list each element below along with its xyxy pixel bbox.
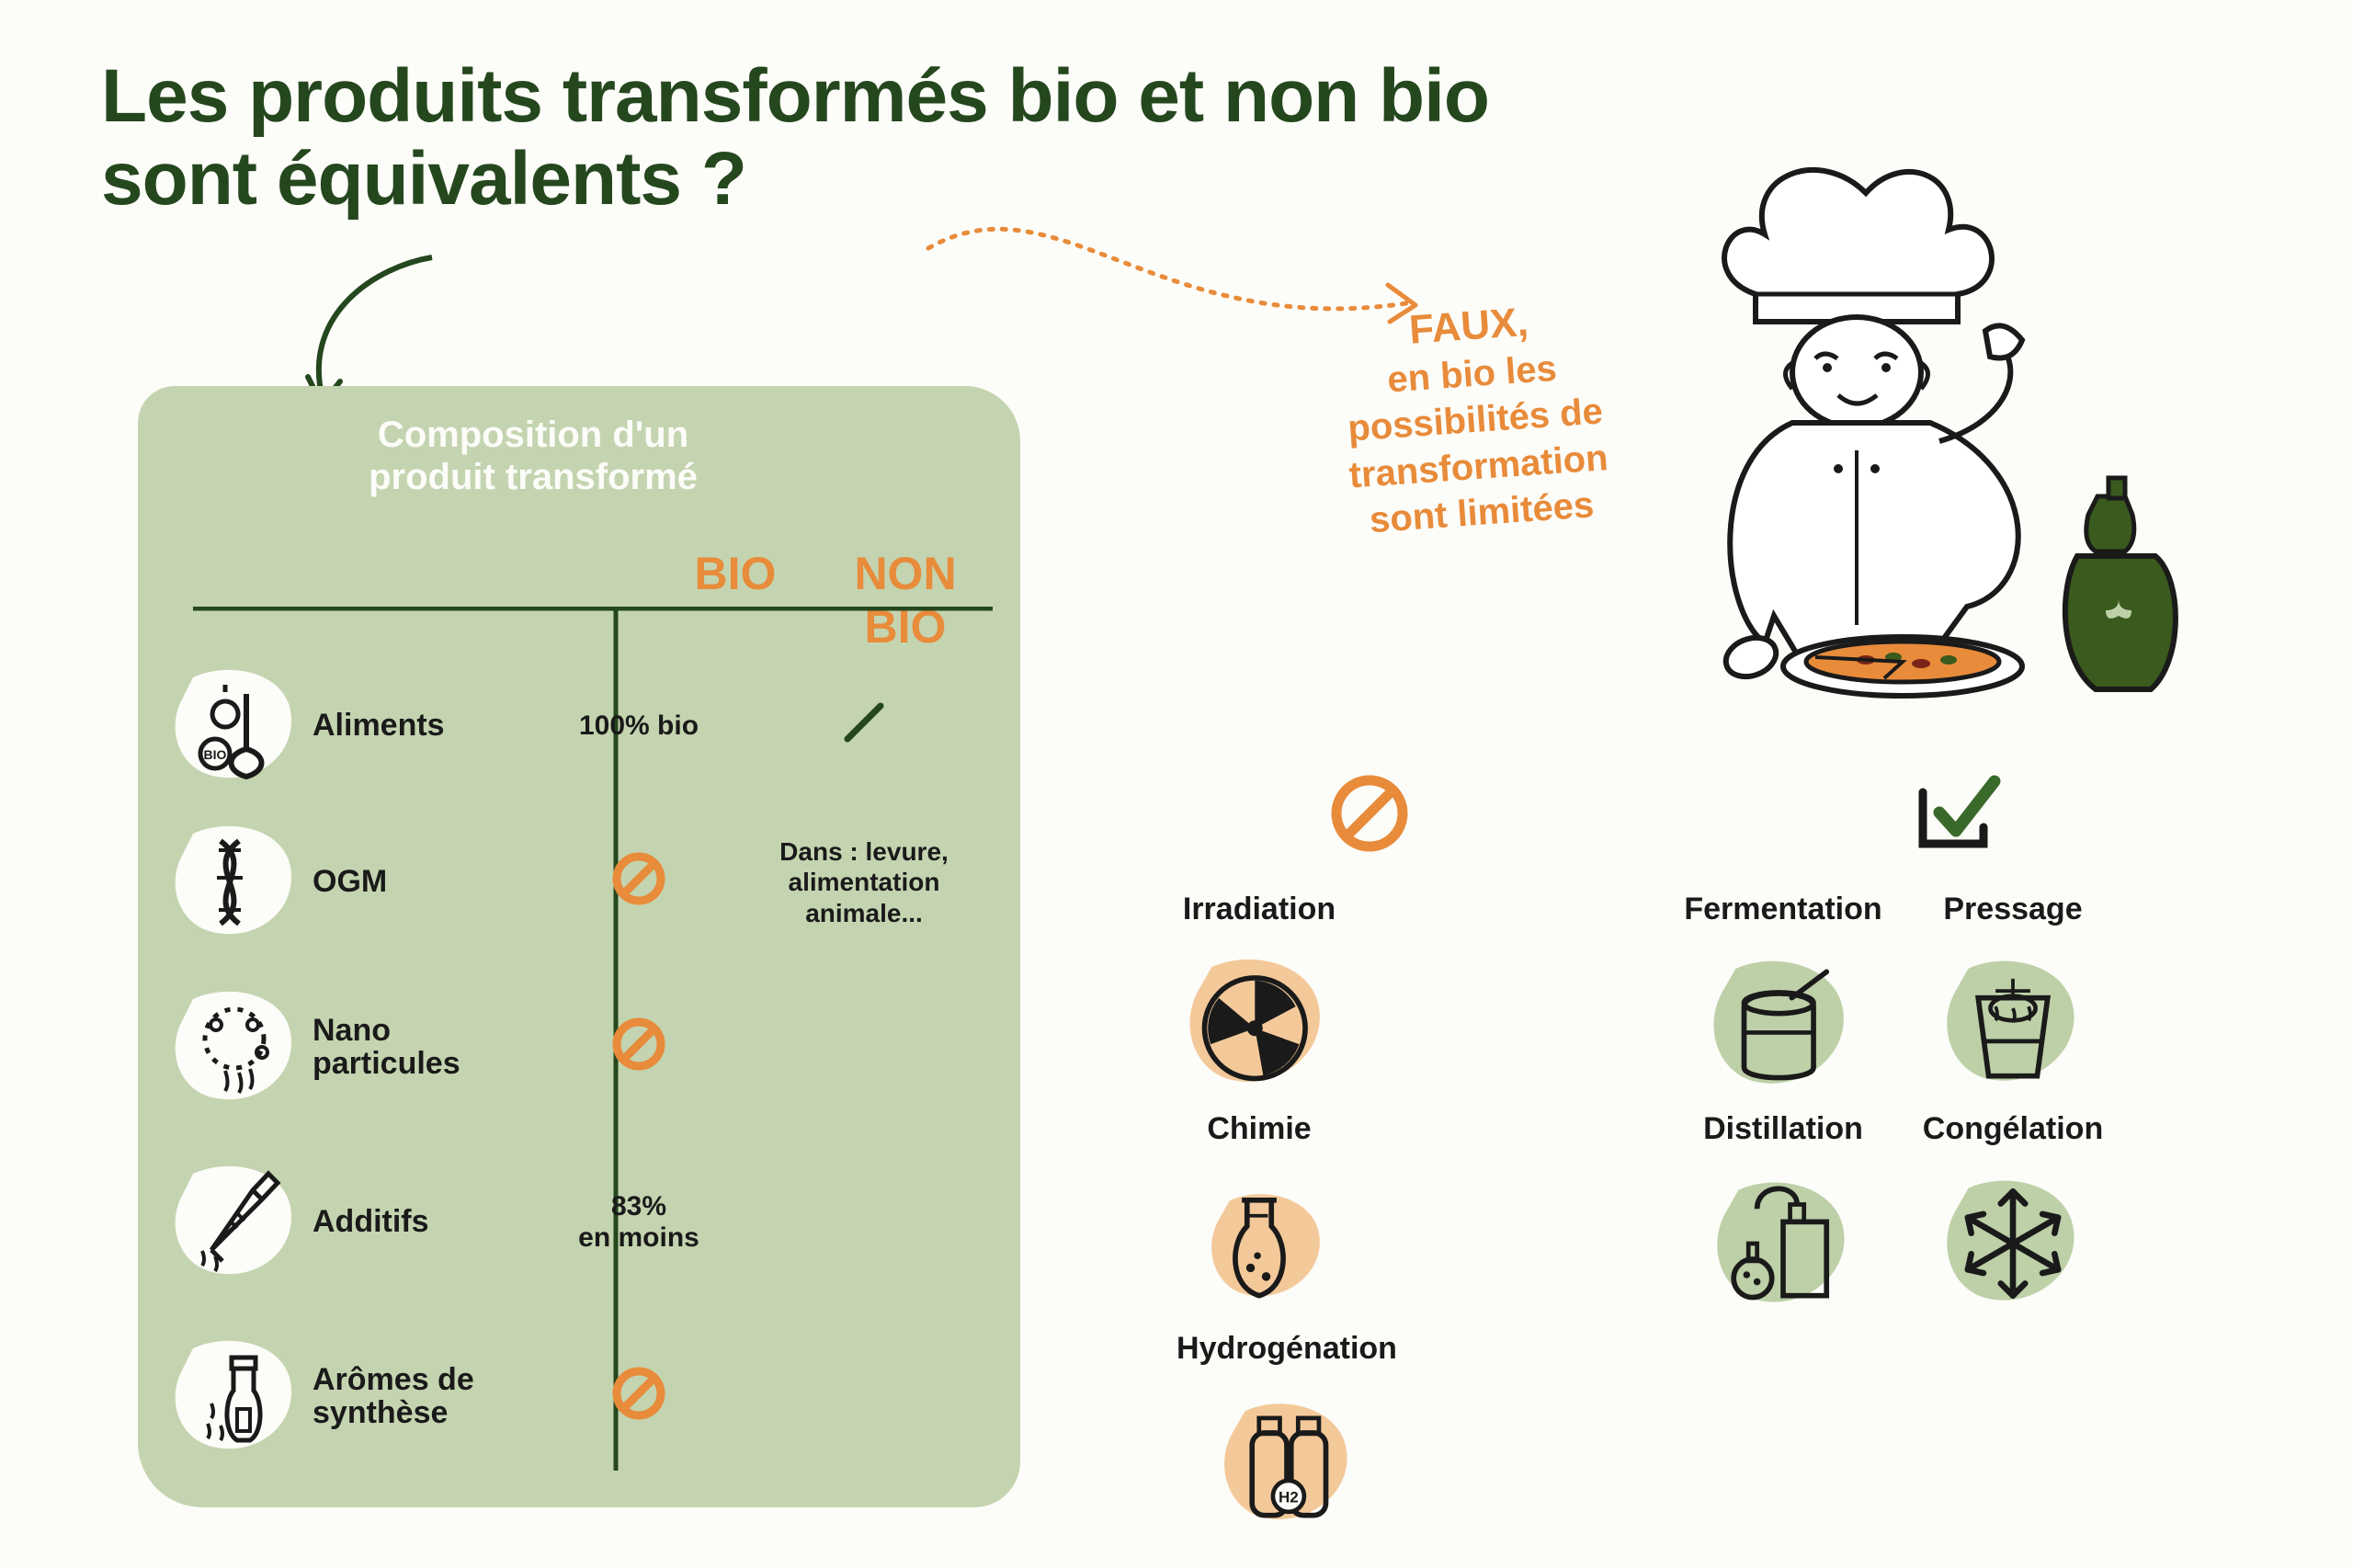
prohibit-icon bbox=[610, 1365, 667, 1422]
process-item: Chimie bbox=[1149, 1111, 1370, 1322]
cell-bio bbox=[524, 1365, 754, 1430]
process-label: Fermentation bbox=[1684, 892, 1881, 927]
slash-icon bbox=[842, 700, 886, 744]
process-label: Pressage bbox=[1943, 892, 2082, 927]
row-label: Arômes de synthèse bbox=[313, 1364, 524, 1429]
irradiation-icon bbox=[1181, 946, 1337, 1102]
row-label: Additifs bbox=[313, 1206, 524, 1239]
fermentation-icon bbox=[1705, 946, 1861, 1102]
row-icon bbox=[175, 988, 303, 1108]
table-row: BIO Aliments100% bio bbox=[175, 653, 1002, 800]
table-row: Nano particules bbox=[175, 974, 1002, 1121]
row-icon bbox=[175, 823, 303, 942]
distillation-icon bbox=[1705, 1165, 1861, 1322]
check-icon bbox=[1912, 772, 2004, 855]
hydrogénation-icon: H2 bbox=[1209, 1385, 1365, 1541]
cell-nonbio bbox=[754, 700, 974, 752]
process-item: Fermentation bbox=[1673, 892, 1893, 1102]
faux-callout: FAUX, en bio les possibilités de transfo… bbox=[1298, 291, 1654, 547]
forbidden-processes: Irradiation Chimie Hydrogénation H2 bbox=[1149, 772, 1590, 1541]
table-row: Arômes de synthèse bbox=[175, 1324, 1002, 1471]
process-item: Distillation bbox=[1673, 1111, 1893, 1322]
cell-bio: 83%en moins bbox=[524, 1191, 754, 1255]
faux-line2: en bio les possibilités de transformatio… bbox=[1347, 347, 1609, 540]
row-label: Nano particules bbox=[313, 1015, 524, 1080]
forbidden-header bbox=[1149, 772, 1590, 855]
table-row: OGM Dans : levure, alimentation animale..… bbox=[175, 809, 1002, 956]
process-item: Congélation bbox=[1903, 1111, 2123, 1322]
prohibit-icon bbox=[610, 850, 667, 907]
allowed-processes: Fermentation Pressage Distillation Congé… bbox=[1673, 772, 2243, 1322]
row-icon bbox=[175, 1337, 303, 1457]
process-item: Irradiation bbox=[1149, 892, 1370, 1102]
row-label: Aliments bbox=[313, 710, 524, 743]
row-icon bbox=[175, 1163, 303, 1282]
process-label: Irradiation bbox=[1183, 892, 1336, 927]
process-item: Pressage bbox=[1903, 892, 2123, 1102]
svg-text:BIO: BIO bbox=[204, 747, 227, 762]
cell-bio: 100% bio bbox=[524, 710, 754, 743]
faux-line1: FAUX, bbox=[1408, 300, 1530, 353]
chef-illustration-icon bbox=[1654, 147, 2224, 717]
prohibit-icon bbox=[1328, 772, 1411, 855]
row-label: OGM bbox=[313, 866, 524, 899]
allowed-header bbox=[1673, 772, 2243, 855]
chimie-icon bbox=[1181, 1165, 1337, 1322]
composition-panel: Composition d'un produit transformé BIO … bbox=[138, 386, 1020, 1507]
column-header-bio: BIO bbox=[662, 547, 809, 600]
process-label: Hydrogénation bbox=[1176, 1331, 1397, 1367]
cell-bio bbox=[524, 850, 754, 915]
cell-nonbio: Dans : levure, alimentation animale... bbox=[754, 836, 974, 929]
prohibit-icon bbox=[610, 1016, 667, 1073]
pressage-icon bbox=[1935, 946, 2091, 1102]
panel-title: Composition d'un produit transformé bbox=[331, 414, 735, 498]
table-row: Additifs83%en moins bbox=[175, 1149, 1002, 1296]
congélation-icon bbox=[1935, 1165, 2091, 1322]
process-item: Hydrogénation H2 bbox=[1149, 1331, 1425, 1541]
svg-text:H2: H2 bbox=[1279, 1489, 1299, 1506]
row-icon: BIO bbox=[175, 666, 303, 786]
process-label: Distillation bbox=[1703, 1111, 1863, 1147]
cell-bio bbox=[524, 1016, 754, 1081]
process-label: Congélation bbox=[1923, 1111, 2103, 1147]
process-label: Chimie bbox=[1207, 1111, 1311, 1147]
